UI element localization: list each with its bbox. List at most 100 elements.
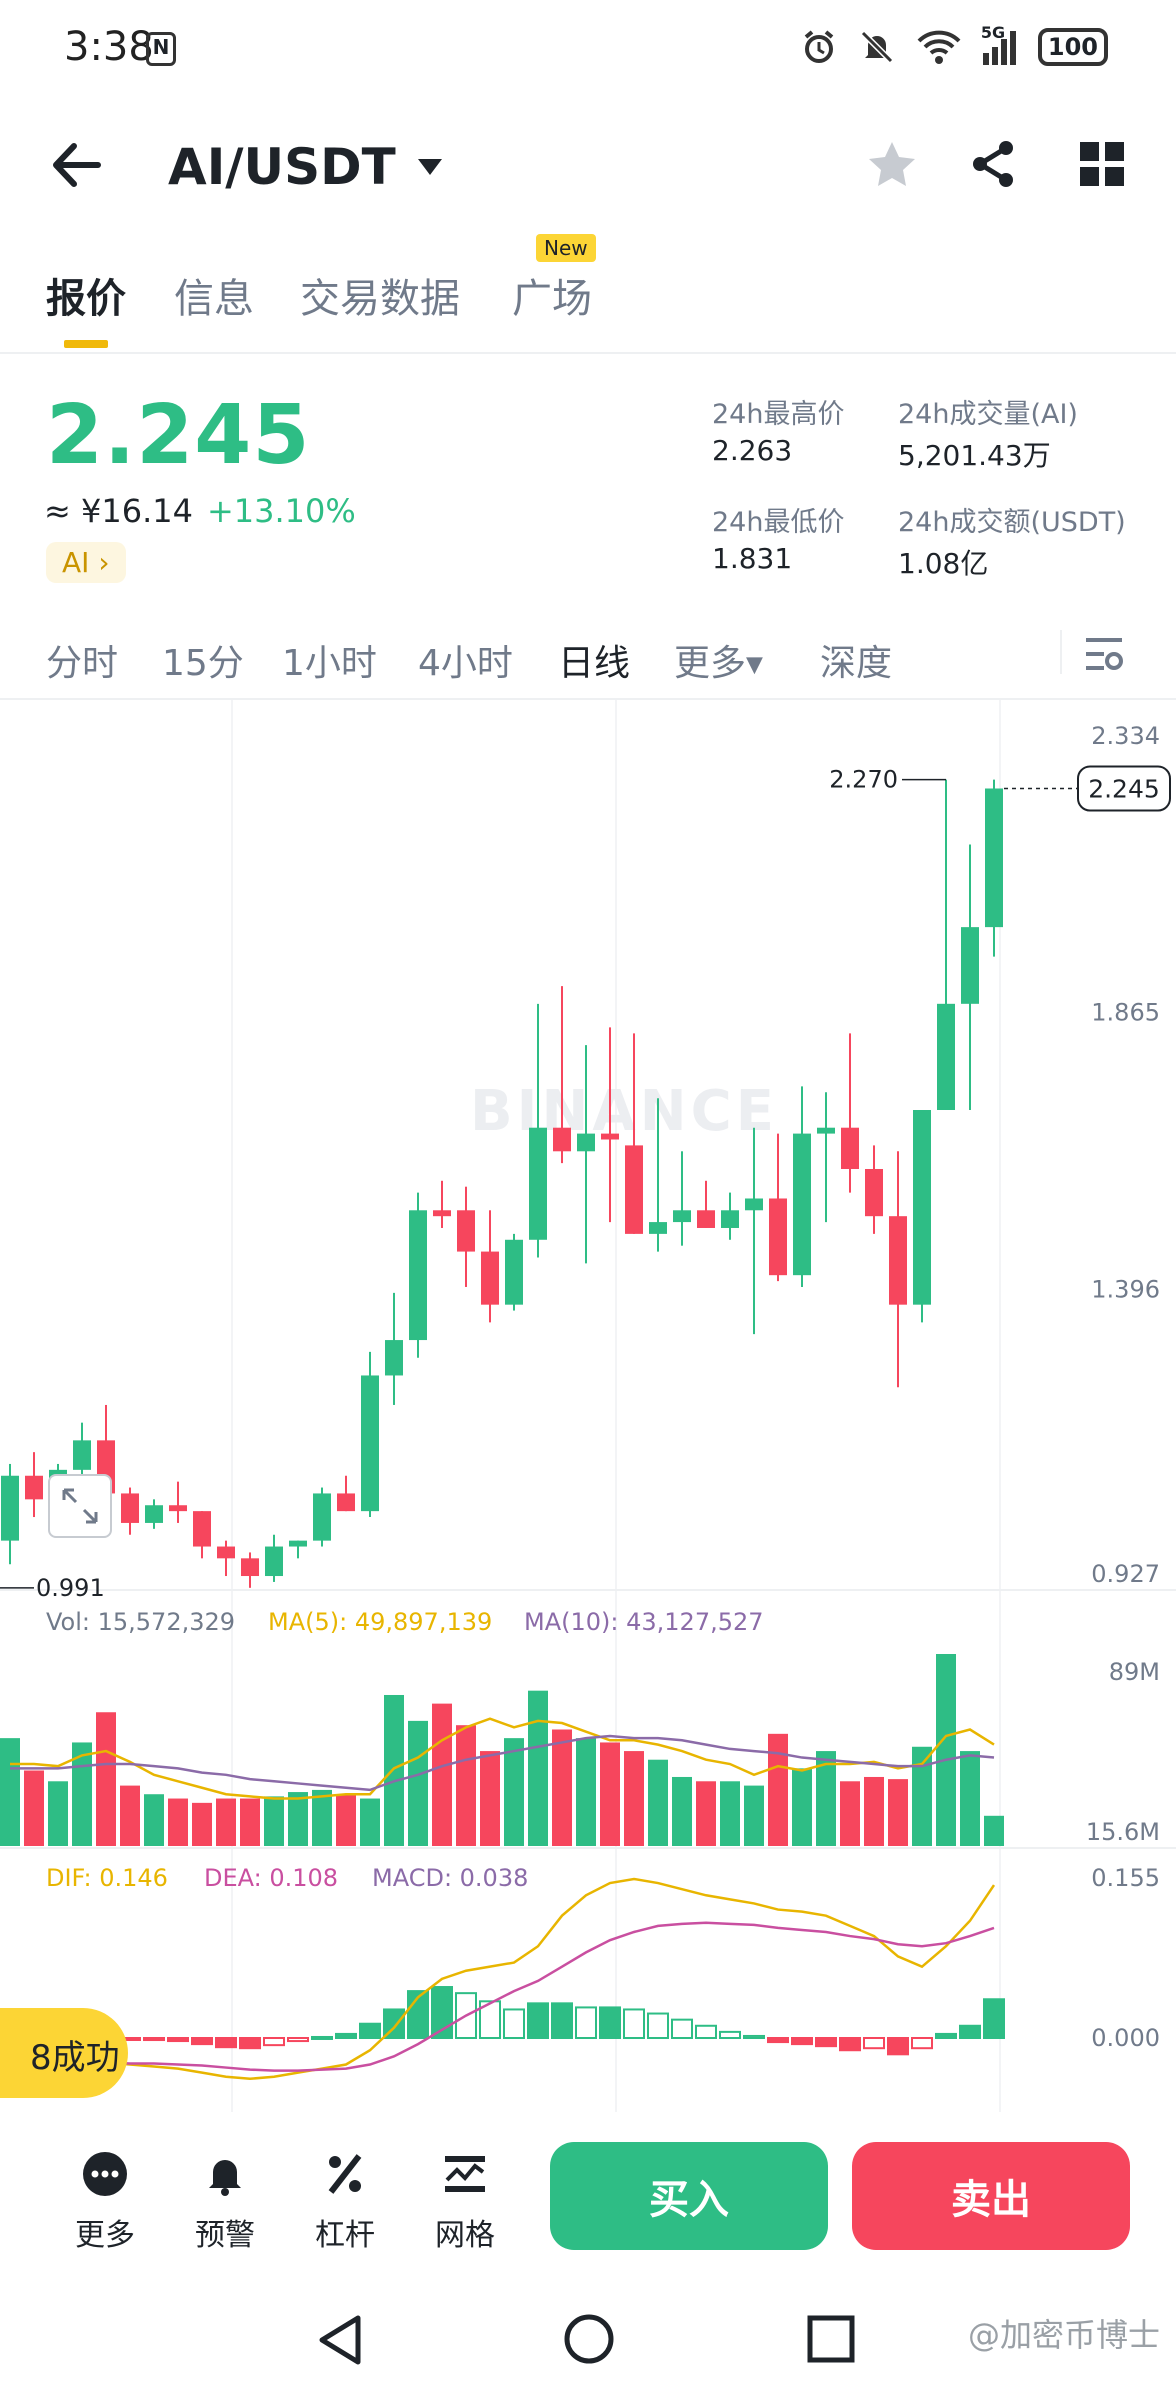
bell-icon bbox=[209, 2160, 241, 2196]
dif-label: DIF: 0.146 bbox=[46, 1864, 168, 1892]
volume-bar bbox=[768, 1733, 788, 1846]
dea-label: DEA: 0.108 bbox=[204, 1864, 339, 1892]
candle-body bbox=[505, 1239, 523, 1305]
pair-selector[interactable]: AI/USDT bbox=[168, 138, 444, 196]
macd-histogram-bar bbox=[767, 2037, 789, 2044]
candle-body bbox=[961, 927, 979, 1004]
volume-bar bbox=[120, 1785, 140, 1846]
interval-depth[interactable]: 深度 bbox=[820, 643, 893, 684]
macd-histogram-bar bbox=[743, 2034, 765, 2040]
volume-label: Vol: 15,572,329 bbox=[46, 1608, 236, 1636]
coin-tag-label: AI bbox=[62, 546, 90, 579]
nav-recents-icon[interactable] bbox=[806, 2314, 856, 2364]
interval-more[interactable]: 更多▼ bbox=[674, 634, 763, 686]
tab-trading-data[interactable]: 交易数据 bbox=[300, 276, 460, 322]
sell-button[interactable]: 卖出 bbox=[852, 2142, 1130, 2250]
dif-line bbox=[9, 1877, 996, 2081]
leverage-action[interactable]: 杠杆 bbox=[300, 2150, 390, 2254]
share-icon[interactable] bbox=[966, 136, 1022, 192]
status-time: 3:38 bbox=[64, 24, 154, 70]
interval-4h[interactable]: 4小时 bbox=[418, 643, 513, 684]
alarm-icon bbox=[804, 30, 834, 63]
macd-histogram-bar bbox=[647, 2012, 669, 2040]
current-price-box bbox=[1077, 765, 1171, 812]
price-chart[interactable]: BINANCE 2.334 1.865 1.396 0.927 2.270 0.991 2.… bbox=[0, 700, 1176, 2112]
star-icon[interactable] bbox=[864, 136, 920, 192]
price-axis-label: 1.865 bbox=[1091, 999, 1160, 1027]
volume-bar bbox=[144, 1794, 164, 1846]
macd-histogram-bar bbox=[959, 2024, 981, 2039]
candle-body bbox=[817, 1127, 835, 1134]
interval-time[interactable]: 分时 bbox=[46, 643, 119, 684]
buy-button[interactable]: 买入 bbox=[550, 2142, 828, 2250]
macd-histogram-bar bbox=[143, 2037, 165, 2042]
ma5-label: MA(5): 49,897,139 bbox=[268, 1608, 493, 1636]
volume-bar bbox=[360, 1798, 380, 1846]
volume-bar bbox=[864, 1776, 884, 1846]
tab-quote[interactable]: 报价 bbox=[46, 276, 126, 322]
volume-axis-label: 89M bbox=[1109, 1658, 1160, 1686]
candle-body bbox=[601, 1133, 619, 1140]
weibo-watermark: @加密币博士 bbox=[967, 2316, 1160, 2354]
stat-value: 1.831 bbox=[712, 542, 793, 575]
volume-bar bbox=[312, 1789, 332, 1846]
macd-histogram-bar bbox=[167, 2037, 189, 2043]
change-percent: +13.10% bbox=[206, 492, 356, 530]
candle-body bbox=[913, 1110, 931, 1305]
divider bbox=[0, 352, 1176, 354]
chart-settings-icon[interactable] bbox=[1082, 634, 1126, 674]
volume-bar bbox=[816, 1751, 836, 1846]
candle-body bbox=[793, 1133, 811, 1276]
back-arrow-icon[interactable] bbox=[48, 140, 108, 190]
macd-histogram-bar bbox=[239, 2037, 261, 2050]
candle-body bbox=[625, 1145, 643, 1234]
divider bbox=[0, 698, 1176, 700]
macd-histogram-bar bbox=[503, 2008, 525, 2039]
more-action[interactable]: 更多 bbox=[60, 2150, 150, 2254]
coin-tag[interactable]: AI › bbox=[46, 542, 126, 583]
grid-menu-icon[interactable] bbox=[1074, 136, 1130, 192]
grid-action[interactable]: 网格 bbox=[420, 2150, 510, 2254]
signal-type: 5G bbox=[980, 23, 1006, 42]
last-price: 2.245 bbox=[46, 388, 311, 483]
candle-body bbox=[169, 1505, 187, 1512]
volume-bar bbox=[456, 1725, 476, 1846]
interval-1d[interactable]: 日线 bbox=[558, 643, 631, 684]
alert-label: 预警 bbox=[195, 2218, 255, 2253]
floating-campaign-button[interactable]: 8成功 bbox=[0, 2008, 128, 2098]
fullscreen-button[interactable] bbox=[48, 1474, 112, 1538]
expand-icon bbox=[62, 1488, 98, 1524]
volume-bar bbox=[432, 1703, 452, 1846]
nav-back-icon[interactable] bbox=[314, 2312, 366, 2368]
volume-bar bbox=[48, 1781, 68, 1846]
percent-icon bbox=[328, 2154, 362, 2194]
candle-body bbox=[697, 1210, 715, 1228]
macd-histogram-bar bbox=[527, 2002, 549, 2039]
candle-body bbox=[361, 1375, 379, 1512]
price-axis-label: 1.396 bbox=[1091, 1275, 1160, 1303]
volume-bar bbox=[576, 1738, 596, 1846]
nav-home-icon[interactable] bbox=[562, 2312, 616, 2366]
volume-bar bbox=[96, 1712, 116, 1846]
tab-square[interactable]: 广场 bbox=[512, 276, 592, 322]
candle-body bbox=[121, 1493, 139, 1523]
macd-histogram-bar bbox=[479, 2000, 501, 2039]
candle-body bbox=[841, 1127, 859, 1169]
interval-1h[interactable]: 1小时 bbox=[282, 643, 377, 684]
macd-histogram-bar bbox=[863, 2037, 885, 2050]
ma10-label: MA(10): 43,127,527 bbox=[524, 1608, 764, 1636]
price-axis-label: 0.927 bbox=[1091, 1560, 1160, 1588]
more-label: 更多 bbox=[75, 2218, 135, 2253]
candle-body bbox=[1, 1475, 19, 1541]
fab-label: 8成功 bbox=[30, 2038, 120, 2078]
volume-bar bbox=[384, 1694, 404, 1846]
volume-bar bbox=[744, 1785, 764, 1846]
tab-info[interactable]: 信息 bbox=[174, 276, 254, 322]
system-nav-bar bbox=[0, 2288, 1176, 2400]
active-tab-indicator bbox=[64, 340, 108, 348]
alert-action[interactable]: 预警 bbox=[180, 2150, 270, 2254]
grid-trading-icon bbox=[445, 2156, 485, 2192]
volume-bar bbox=[912, 1746, 932, 1846]
macd-axis-label: 0.155 bbox=[1091, 1864, 1160, 1892]
interval-15m[interactable]: 15分 bbox=[162, 643, 244, 684]
